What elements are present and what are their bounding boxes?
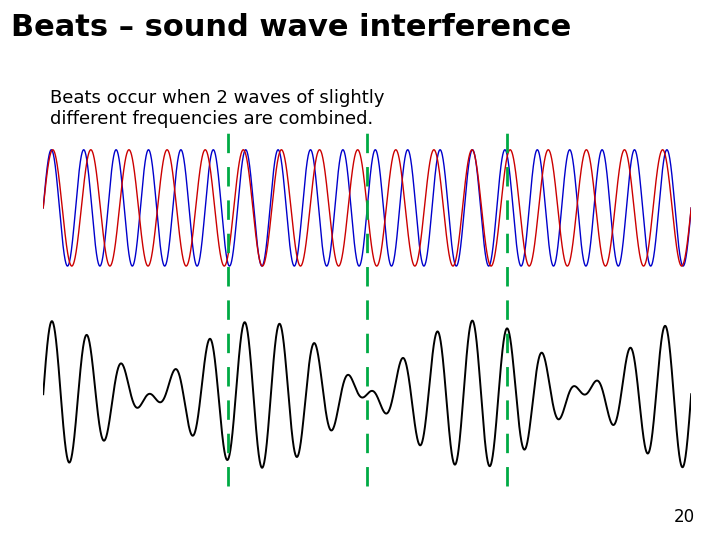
Text: Beats – sound wave interference: Beats – sound wave interference <box>11 14 571 43</box>
Text: Beats occur when 2 waves of slightly
different frequencies are combined.: Beats occur when 2 waves of slightly dif… <box>50 89 385 128</box>
Text: 20: 20 <box>674 509 695 526</box>
